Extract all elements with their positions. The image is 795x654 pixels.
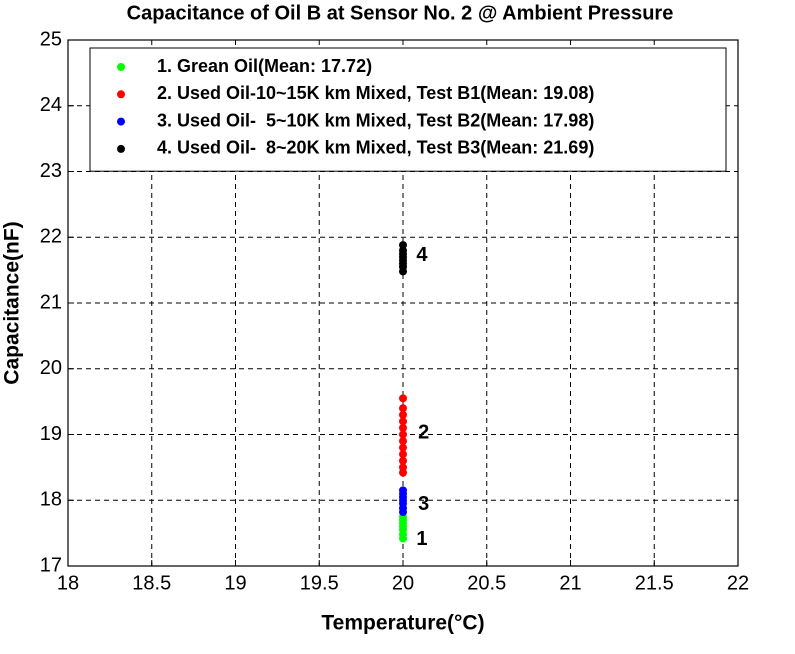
annotation: 1 [416,528,427,550]
y-tick-label: 19 [40,423,62,445]
y-tick-label: 23 [40,160,62,182]
data-point [399,463,407,472]
annotation: 2 [418,421,429,443]
annotation: 3 [418,493,429,515]
x-tick-label: 19 [224,572,246,594]
data-point [399,450,407,459]
y-tick-label: 17 [40,554,62,576]
y-tick-label: 25 [40,28,62,50]
x-tick-label: 21.5 [635,572,674,594]
y-tick-label: 21 [40,291,62,313]
data-point [399,394,407,403]
data-point [399,417,407,426]
legend-marker [117,63,125,71]
legend-label: 3. Used Oil- 5~10K km Mixed, Test B2(Mea… [157,110,594,130]
data-point [399,437,407,446]
data-point [399,423,407,432]
legend-label: 4. Used Oil- 8~20K km Mixed, Test B3(Mea… [157,138,594,158]
legend-label: 1. Grean Oil(Mean: 17.72) [157,56,372,76]
legend-marker [117,144,125,153]
data-point [399,430,407,439]
data-point [399,241,407,250]
chart-title: Capacitance of Oil B at Sensor No. 2 @ A… [127,2,674,24]
x-tick-label: 20.5 [467,572,506,594]
y-axis-label: Capacitance(nF) [1,221,24,384]
x-tick-label: 18.5 [132,572,171,594]
y-tick-label: 18 [40,489,62,511]
x-tick-label: 18 [57,572,79,594]
data-point [399,456,407,465]
y-tick-label: 22 [40,226,62,248]
data-point [399,410,407,419]
x-tick-label: 19.5 [300,572,339,594]
data-point [399,404,407,413]
x-tick-label: 20 [392,572,414,594]
x-axis-label: Temperature(°C) [321,612,484,635]
legend-marker [117,90,125,99]
x-tick-label: 21 [559,572,581,594]
legend-label: 2. Used Oil-10~15K km Mixed, Test B1(Mea… [157,83,594,103]
data-point [399,443,407,452]
data-point [399,486,407,495]
annotation: 4 [416,244,428,266]
legend-marker [117,117,125,126]
y-tick-label: 24 [40,94,62,116]
x-tick-label: 22 [727,572,749,594]
legend-box [89,47,727,172]
y-tick-label: 20 [40,357,62,379]
plot-frame [67,39,739,567]
